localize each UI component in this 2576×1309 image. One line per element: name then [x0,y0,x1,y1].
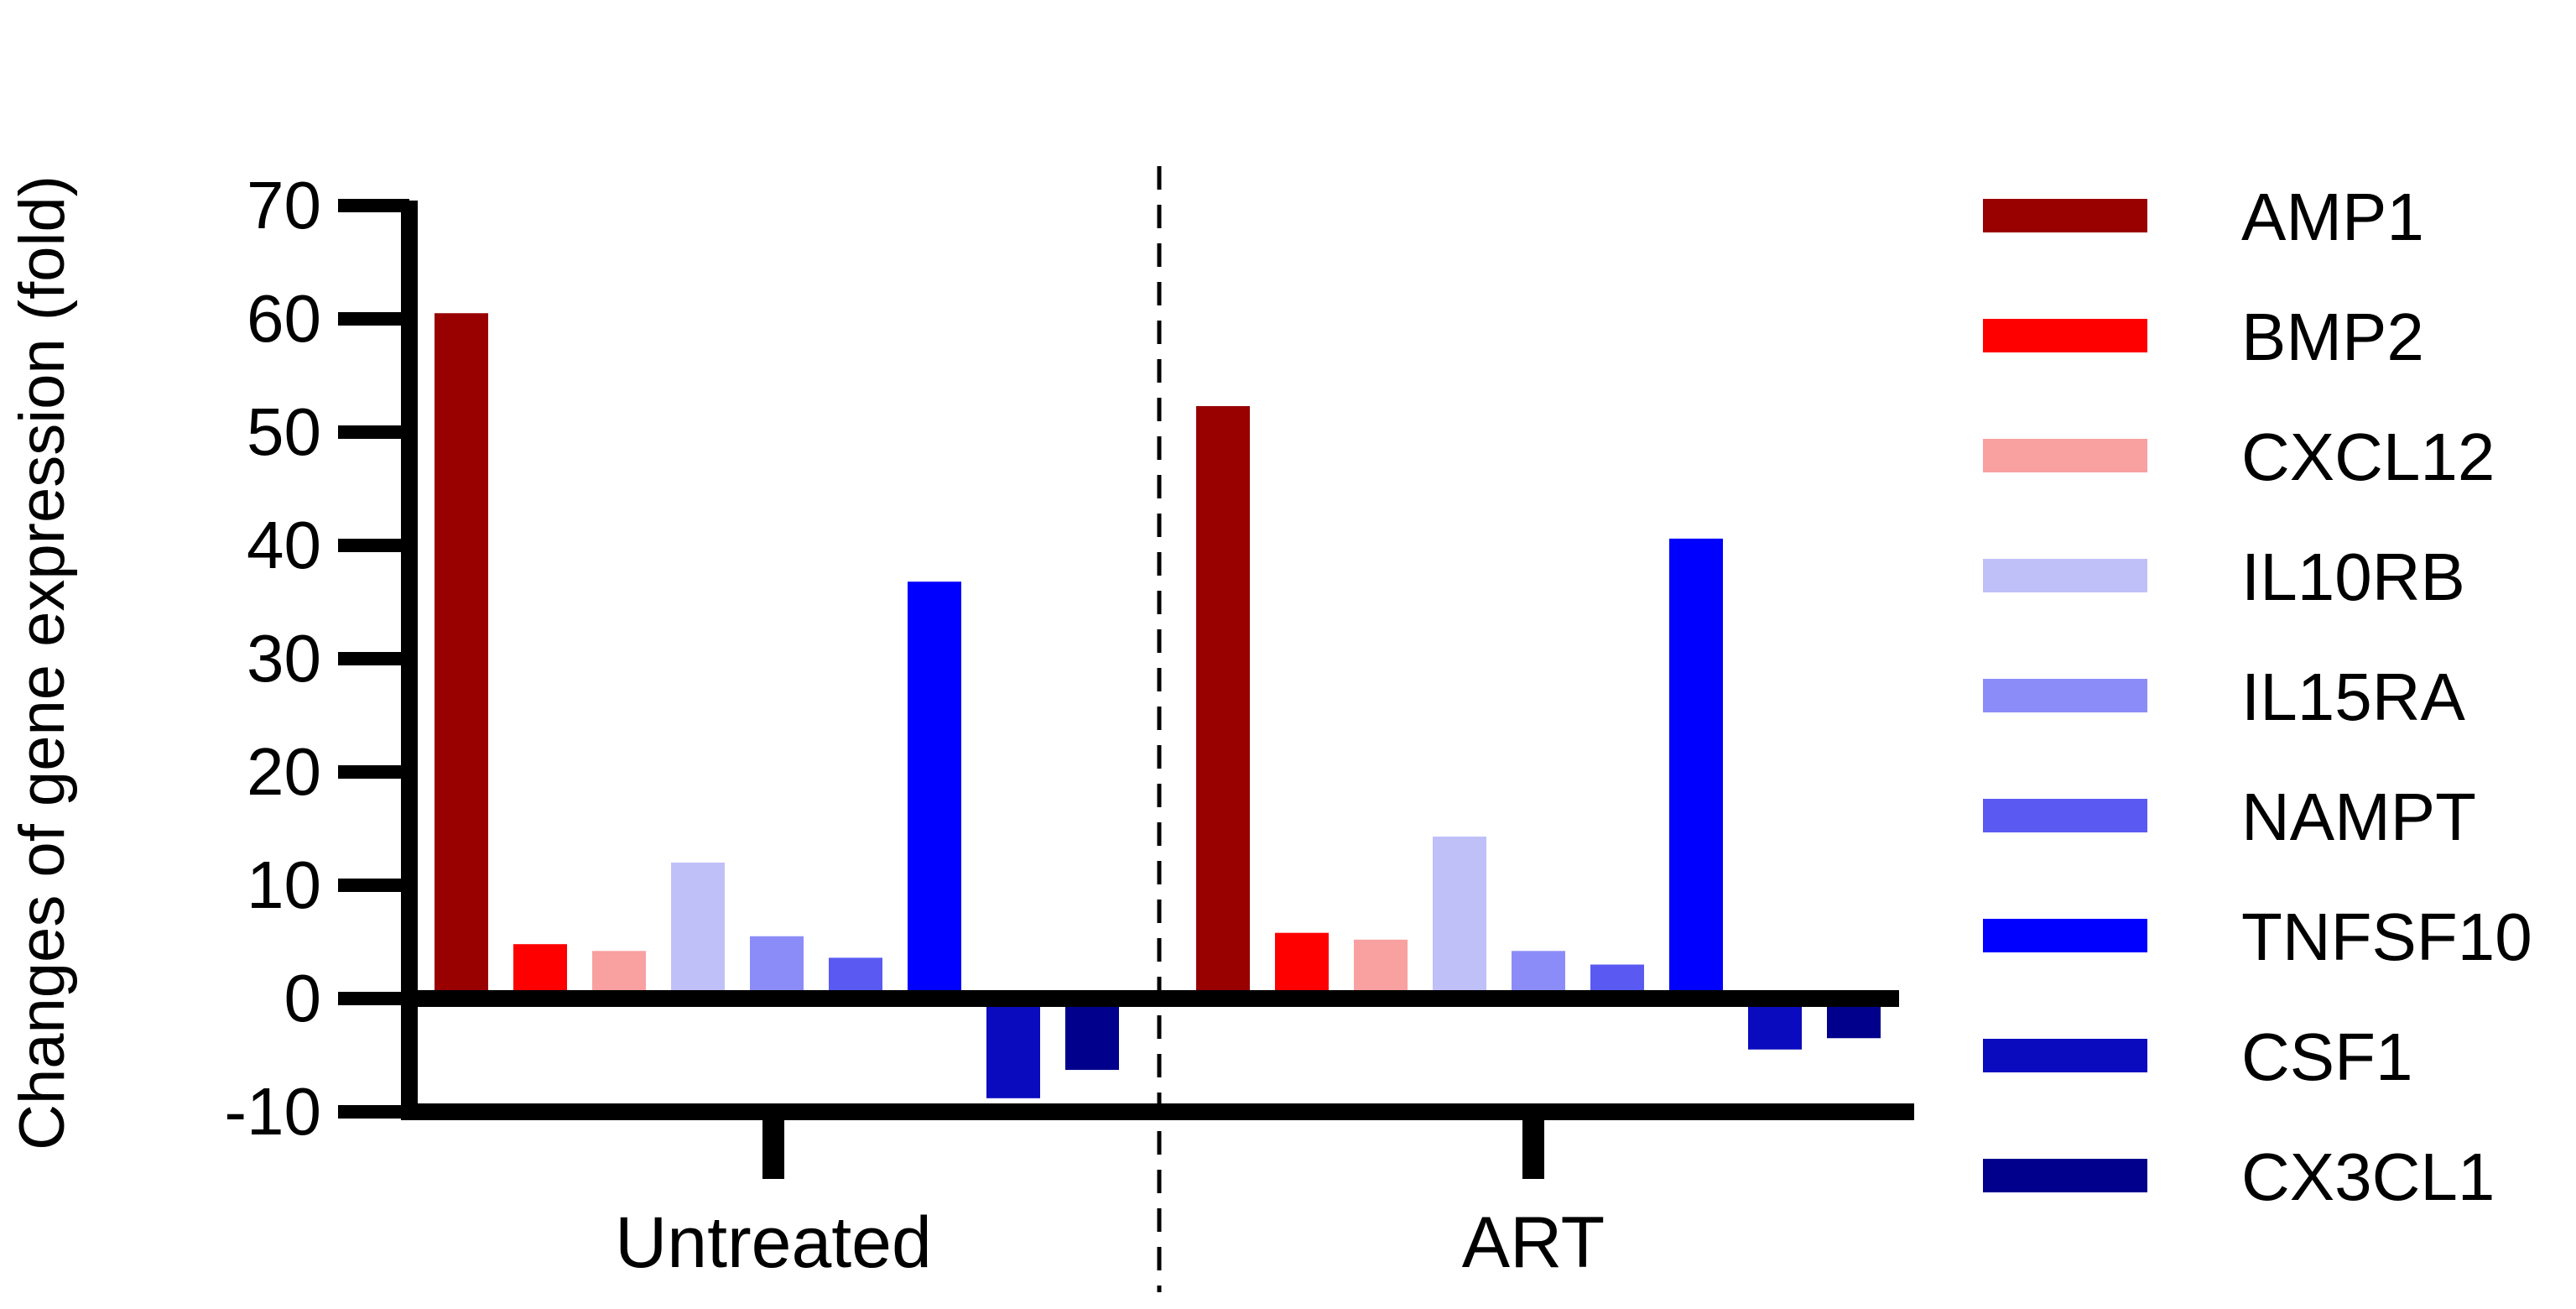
bars [435,313,1881,1098]
legend-item-csf1: CSF1 [1983,1020,2413,1094]
legend-label: CSF1 [2241,1020,2413,1094]
legend-item-cxcl12: CXCL12 [1983,420,2495,494]
y-tick-label: 50 [247,394,321,469]
legend-swatch [1983,799,2147,832]
legend-label: IL15RA [2241,660,2465,734]
legend-item-il10rb: IL10RB [1983,540,2465,614]
bar-amp1-art [1196,405,1250,999]
legend-item-cx3cl1: CX3CL1 [1983,1140,2495,1214]
bar-amp1-untreated [435,313,488,999]
legend-swatch [1983,1039,2147,1072]
legend-swatch [1983,919,2147,952]
y-tick-label: 30 [247,621,321,696]
legend-swatch [1983,319,2147,352]
legend-item-bmp2: BMP2 [1983,300,2424,374]
y-tick-label: 40 [247,508,321,582]
bar-il15ra-untreated [750,936,804,999]
bar-il10rb-untreated [671,863,725,999]
legend-item-nampt: NAMPT [1983,780,2476,854]
y-tick-label: -10 [224,1074,321,1149]
legend-label: CX3CL1 [2241,1140,2495,1214]
bar-csf1-art [1748,999,1802,1050]
x-axis: Untreated ART [401,166,1914,1292]
category-label: ART [1462,1202,1605,1283]
y-tick-label: 10 [247,847,321,922]
bar-tnfsf10-art [1669,538,1723,999]
bar-cxcl12-art [1354,939,1408,999]
legend: AMP1 BMP2 CXCL12 IL10RB IL15RA NAMPT TNFSF10 CS… [1983,180,2532,1214]
y-tick-label: 70 [247,168,321,243]
bar-cx3cl1-untreated [1065,999,1119,1071]
y-tick-label: 60 [247,281,321,356]
legend-label: IL10RB [2241,540,2465,614]
legend-label: TNFSF10 [2241,900,2532,974]
legend-item-il15ra: IL15RA [1983,660,2465,734]
bar-il10rb-art [1433,836,1486,999]
bar-bmp2-art [1275,932,1329,999]
y-axis-label: Changes of gene expression (fold) [7,175,78,1150]
legend-item-amp1: AMP1 [1983,180,2424,254]
legend-swatch [1983,679,2147,712]
legend-swatch [1983,559,2147,592]
bar-csf1-untreated [986,999,1040,1098]
category-label: Untreated [615,1202,932,1283]
legend-label: BMP2 [2241,300,2424,374]
legend-swatch [1983,199,2147,232]
bar-bmp2-untreated [513,944,567,999]
legend-swatch [1983,1159,2147,1192]
legend-label: NAMPT [2241,780,2476,854]
legend-swatch [1983,439,2147,472]
y-tick-label: 20 [247,734,321,809]
y-axis: -10 0 10 20 30 40 50 60 70 [224,168,418,1149]
legend-item-tnfsf10: TNFSF10 [1983,900,2532,974]
legend-label: CXCL12 [2241,420,2495,494]
bar-tnfsf10-untreated [908,581,961,999]
legend-label: AMP1 [2241,180,2424,254]
y-tick-label: 0 [284,961,322,1035]
